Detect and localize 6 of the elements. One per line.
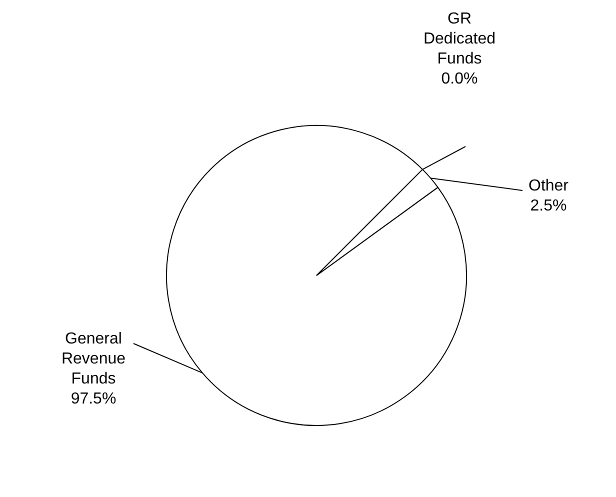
slice-label: Other: [528, 178, 570, 194]
text: 0.0%: [441, 70, 478, 88]
data-label: 2.5%: [530, 198, 567, 214]
category-label: GR Dedicated Funds: [423, 10, 496, 68]
slice-label: General Revenue Funds: [61, 330, 126, 388]
data-label: 97.5%: [70, 390, 116, 408]
